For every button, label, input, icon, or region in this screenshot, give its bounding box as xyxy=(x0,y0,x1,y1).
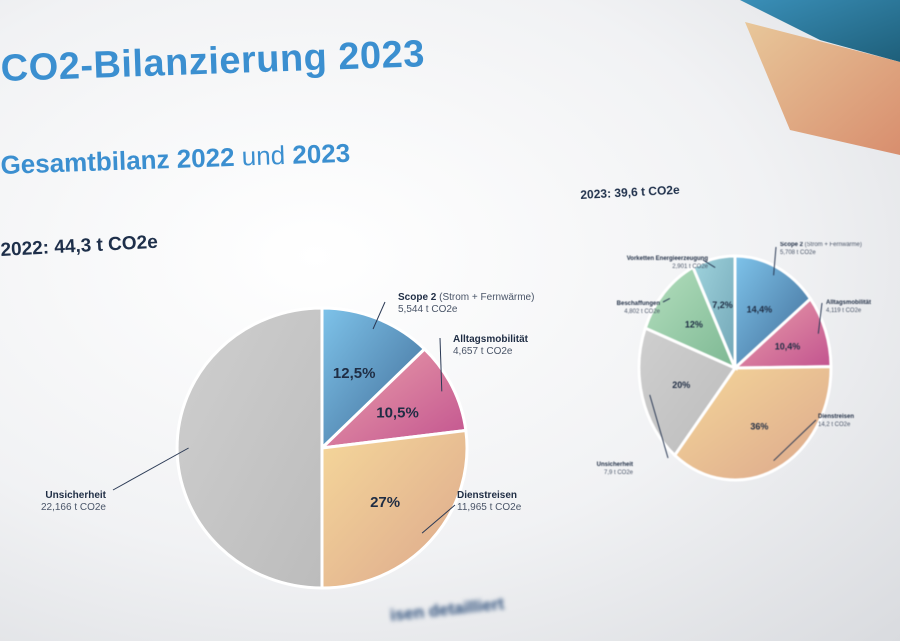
pie-slice xyxy=(691,254,737,369)
callout-line xyxy=(773,246,777,276)
slice-name: Dienstreisen xyxy=(818,414,854,420)
callout-line xyxy=(421,504,456,534)
slice-name: Unsicherheit xyxy=(45,490,106,501)
slice-value-label: 11,965 t CO2e xyxy=(457,502,522,513)
slice-name-label: Unsicherheit xyxy=(597,462,633,468)
slice-name-label: Unsicherheit xyxy=(45,490,106,501)
slice-value-label: 7,9 t CO2e xyxy=(604,470,634,476)
slice-name-label: Dienstreisen xyxy=(818,414,854,420)
pie-slice xyxy=(637,326,738,458)
slice-percent-label: 27% xyxy=(370,494,400,511)
callout-line xyxy=(649,394,669,459)
callout-line xyxy=(702,259,716,269)
callout-line xyxy=(372,301,386,330)
slice-percent-label: 10,4% xyxy=(775,342,801,352)
pie-slice xyxy=(733,254,813,372)
slice-name: Alltagsmobilität xyxy=(453,334,529,345)
slice-value-label: 2,901 t CO2e xyxy=(672,264,708,270)
slice-name: Scope 2 xyxy=(780,242,804,248)
slice-name: Dienstreisen xyxy=(457,490,517,501)
slice-name-label: Scope 2 (Strom + Fernwärme) xyxy=(780,242,862,248)
callout-line xyxy=(662,297,671,303)
slice-value-label: 4,657 t CO2e xyxy=(453,346,513,357)
slice-percent-label: 7,2% xyxy=(712,300,733,310)
slice-percent-label: 14,4% xyxy=(747,305,773,315)
callout-line xyxy=(773,419,817,462)
slice-value-label: 5,708 t CO2e xyxy=(780,250,816,256)
slice-value-label: 14,2 t CO2e xyxy=(818,422,851,428)
slice-name-label: Dienstreisen xyxy=(457,490,517,501)
slice-value-label: 22,166 t CO2e xyxy=(41,502,106,513)
callout-line xyxy=(439,337,443,392)
slice-name: Scope 2 xyxy=(398,292,437,303)
slice-name-label: Alltagsmobilität xyxy=(453,334,529,345)
slice-sublabel: (Strom + Fernwärme) xyxy=(436,292,534,303)
slice-name: Alltagsmobilität xyxy=(826,300,871,306)
slice-name-label: Beschaffungen xyxy=(617,301,661,307)
decor-shape xyxy=(745,22,900,155)
slice-sublabel: (Strom + Fernwärme) xyxy=(803,242,862,248)
pie-slice xyxy=(317,346,468,451)
slice-percent-label: 12,5% xyxy=(333,365,376,382)
slice-percent-label: 12% xyxy=(685,319,703,329)
slice-name-label: Scope 2 (Strom + Fernwärme) xyxy=(398,292,534,303)
slice-name-label: Alltagsmobilität xyxy=(826,300,871,306)
slice-name: Beschaffungen xyxy=(617,301,661,307)
callout-line xyxy=(817,302,823,334)
slice-percent-label: 20% xyxy=(672,380,690,390)
pie-slice xyxy=(320,428,469,590)
pie-slice xyxy=(175,306,324,590)
callout-line xyxy=(112,447,189,491)
decor-shape xyxy=(740,0,900,62)
slice-name-label: Vorketten Energieerzeugung xyxy=(627,256,709,262)
slice-percent-label: 10,5% xyxy=(376,405,419,422)
slice-value-label: 4,119 t CO2e xyxy=(826,308,862,314)
slice-name: Unsicherheit xyxy=(597,462,633,468)
slice-name: Vorketten Energieerzeugung xyxy=(627,256,709,262)
pie-slice xyxy=(643,265,738,371)
pie-slice xyxy=(672,365,833,482)
slice-percent-label: 36% xyxy=(750,422,768,432)
slice-value-label: 4,802 t CO2e xyxy=(624,309,660,315)
slice-value-label: 5,544 t CO2e xyxy=(398,304,458,315)
